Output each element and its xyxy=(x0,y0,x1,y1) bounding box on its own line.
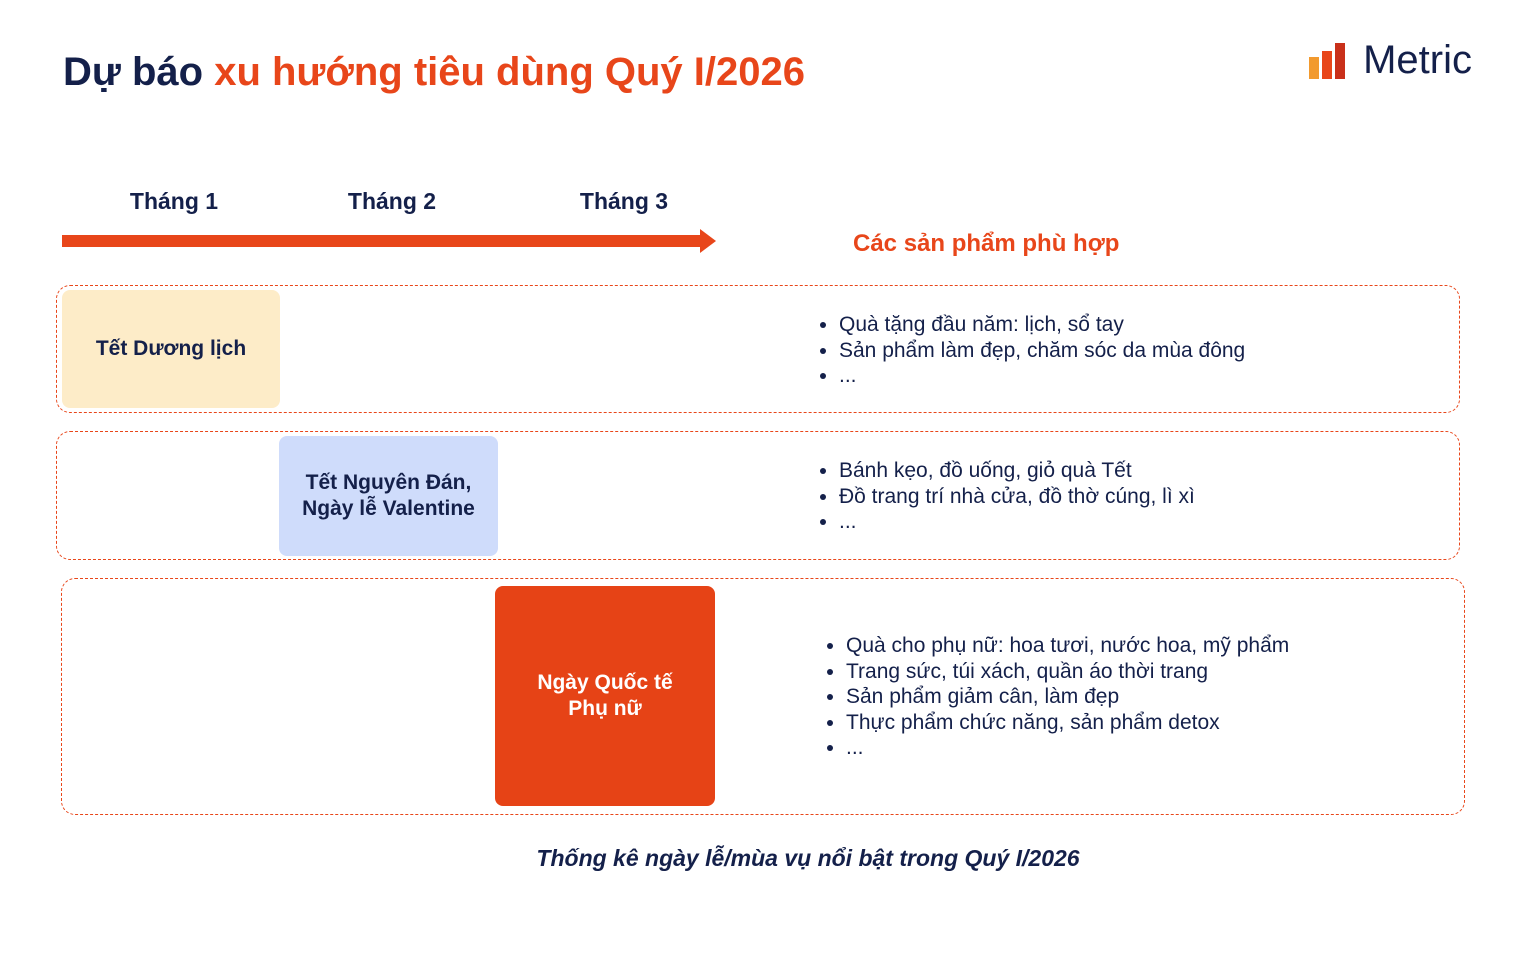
month-label: Tháng 2 xyxy=(347,188,437,214)
event-label: Tết Dương lịch xyxy=(95,337,247,360)
logo-text: Metric xyxy=(1363,38,1472,82)
logo: Metric xyxy=(1309,38,1472,83)
event-label: Tết Nguyên Đán, xyxy=(305,471,472,494)
row-frame xyxy=(61,578,1465,815)
product-item: Thực phẩm chức năng, sản phẩm detox xyxy=(846,710,1289,736)
product-item: ... xyxy=(839,363,1245,389)
event-label: Phụ nữ xyxy=(568,697,642,720)
product-item: Sản phẩm làm đẹp, chăm sóc da mùa đông xyxy=(839,338,1245,364)
row-frame xyxy=(56,431,1460,560)
event-box: Tết Dương lịch xyxy=(62,290,280,408)
product-item: Quà cho phụ nữ: hoa tươi, nước hoa, mỹ p… xyxy=(846,633,1289,659)
event-label: Ngày Quốc tế xyxy=(537,671,673,694)
timeline-arrow xyxy=(62,229,716,253)
product-item: Quà tặng đầu năm: lịch, sổ tay xyxy=(839,312,1245,338)
title: Dự báo xu hướng tiêu dùng Quý I/2026 xyxy=(63,50,805,95)
product-item: ... xyxy=(839,509,1195,535)
event-box: Tết Nguyên Đán, Ngày lễ Valentine xyxy=(279,436,498,556)
row-frame xyxy=(56,285,1460,413)
product-list: Quà tặng đầu năm: lịch, sổ taySản phẩm l… xyxy=(819,312,1245,389)
title-lead: Dự báo xyxy=(63,50,204,94)
product-item: Đồ trang trí nhà cửa, đồ thờ cúng, lì xì xyxy=(839,484,1195,510)
caption: Thống kê ngày lễ/mùa vụ nổi bật trong Qu… xyxy=(536,845,1080,871)
event-label: Ngày lễ Valentine xyxy=(302,497,475,520)
event-box: Ngày Quốc tế Phụ nữ xyxy=(495,586,715,806)
title-rest: xu hướng tiêu dùng Quý I/2026 xyxy=(214,50,806,94)
product-item: Bánh kẹo, đồ uống, giỏ quà Tết xyxy=(839,458,1195,484)
product-item: Sản phẩm giảm cân, làm đẹp xyxy=(846,684,1289,710)
product-item: Trang sức, túi xách, quần áo thời trang xyxy=(846,659,1289,685)
product-list: Bánh kẹo, đồ uống, giỏ quà TếtĐồ trang t… xyxy=(819,458,1195,535)
product-item: ... xyxy=(846,735,1289,761)
product-list: Quà cho phụ nữ: hoa tươi, nước hoa, mỹ p… xyxy=(826,633,1289,761)
logo-icon xyxy=(1309,42,1346,79)
month-label: Tháng 1 xyxy=(129,188,219,214)
products-heading: Các sản phẩm phù hợp xyxy=(853,230,1120,257)
month-label: Tháng 3 xyxy=(579,188,669,214)
